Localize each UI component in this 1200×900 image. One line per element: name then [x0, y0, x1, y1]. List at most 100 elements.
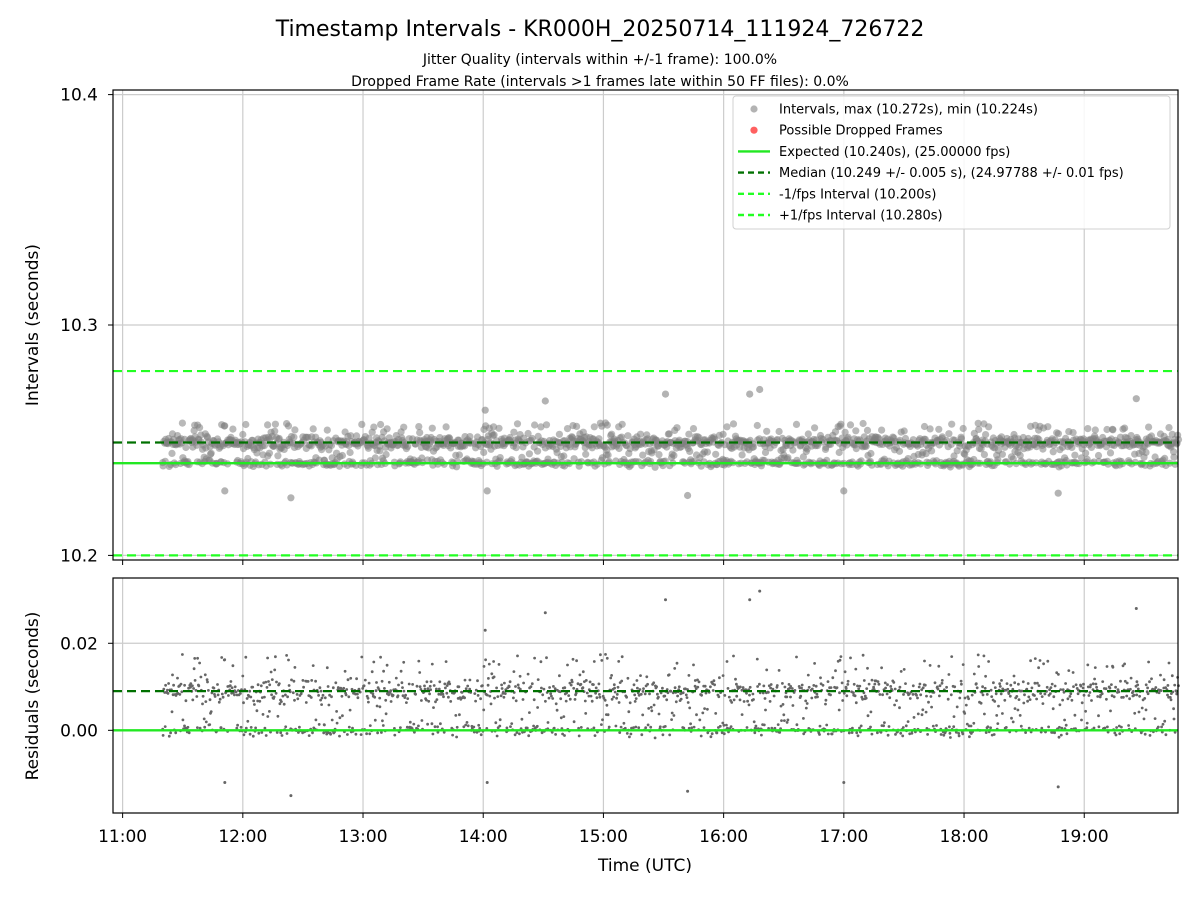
residual-point	[826, 732, 830, 736]
interval-point	[852, 427, 860, 435]
residual-point	[1110, 694, 1114, 698]
residual-point	[992, 733, 996, 736]
residual-point	[574, 691, 578, 695]
residual-point	[893, 703, 896, 707]
interval-point	[239, 430, 247, 439]
residual-point	[407, 682, 411, 686]
residual-point	[636, 691, 640, 695]
residual-point	[249, 726, 253, 729]
residual-point	[781, 682, 784, 685]
residual-point	[192, 667, 196, 671]
interval-point	[415, 423, 423, 431]
residual-point	[810, 696, 814, 700]
residual-outlier-point	[223, 781, 227, 784]
interval-point	[242, 420, 250, 429]
residual-point	[219, 726, 223, 730]
residual-point	[563, 734, 566, 737]
residual-point	[684, 693, 688, 697]
residual-point	[963, 712, 967, 715]
residual-point	[791, 704, 795, 707]
x-tick-label: 18:00	[940, 827, 989, 847]
interval-point	[624, 432, 632, 440]
residual-point	[734, 677, 737, 681]
residual-point	[1132, 693, 1136, 697]
interval-point	[271, 427, 279, 435]
residual-point	[402, 689, 406, 693]
residual-point	[479, 733, 483, 737]
residual-point	[525, 726, 529, 730]
residual-point	[578, 673, 582, 677]
residual-point	[1039, 692, 1042, 695]
residual-point	[748, 685, 752, 689]
residual-point	[819, 682, 823, 686]
residual-point	[235, 726, 239, 730]
residual-point	[378, 696, 382, 700]
residual-point	[725, 660, 729, 663]
residual-point	[899, 670, 903, 673]
residual-point	[669, 689, 673, 693]
interval-outlier-point	[684, 491, 692, 500]
residual-point	[1114, 685, 1117, 689]
residual-point	[454, 714, 458, 717]
residual-point	[375, 681, 378, 684]
residual-point	[824, 702, 827, 706]
residual-point	[612, 695, 615, 699]
residual-point	[637, 726, 641, 730]
residual-point	[273, 668, 277, 672]
residual-point	[251, 734, 255, 738]
residual-point	[375, 704, 379, 708]
residual-point	[242, 701, 245, 705]
residual-point	[206, 680, 209, 684]
residual-point	[385, 663, 389, 667]
residual-point	[516, 654, 519, 658]
residual-point	[768, 700, 772, 703]
residual-point	[184, 699, 188, 703]
residual-point	[264, 680, 268, 684]
residual-point	[594, 691, 597, 695]
residual-point	[285, 732, 289, 735]
interval-point	[974, 419, 982, 427]
residual-point	[317, 723, 321, 726]
interval-point	[595, 435, 603, 443]
residual-point	[572, 686, 576, 690]
residual-outlier-point	[842, 781, 846, 784]
residual-point	[935, 724, 938, 727]
residual-point	[1117, 690, 1121, 694]
interval-point	[920, 422, 929, 431]
residual-point	[639, 674, 642, 677]
residual-point	[866, 714, 870, 718]
interval-outlier-point	[221, 487, 229, 495]
residual-point	[1105, 697, 1108, 701]
residual-point	[338, 716, 342, 720]
residual-point	[1148, 680, 1151, 684]
residual-point	[492, 660, 495, 663]
interval-point	[453, 463, 461, 471]
residual-point	[592, 683, 595, 686]
residual-point	[1017, 682, 1020, 686]
residual-point	[806, 673, 810, 677]
residual-point	[700, 693, 703, 697]
residual-point	[783, 719, 786, 722]
residual-point	[942, 733, 946, 737]
residual-point	[1169, 698, 1173, 702]
residual-point	[546, 721, 550, 724]
residual-point	[270, 678, 274, 681]
residual-point	[430, 662, 434, 666]
x-tick-label: 12:00	[218, 827, 267, 847]
residual-point	[455, 725, 459, 729]
residual-point	[286, 695, 289, 699]
residual-point	[1085, 726, 1089, 730]
residual-point	[368, 724, 372, 727]
residual-point	[428, 684, 432, 688]
residual-point	[362, 684, 366, 688]
residual-point	[202, 717, 206, 721]
residual-point	[997, 704, 1000, 708]
residual-point	[818, 733, 821, 736]
interval-point	[729, 420, 738, 428]
residual-point	[1069, 692, 1073, 696]
residual-point	[856, 684, 859, 688]
residual-point	[343, 669, 347, 673]
residual-point	[709, 735, 713, 739]
residual-point	[198, 726, 202, 730]
residual-point	[1007, 692, 1011, 695]
